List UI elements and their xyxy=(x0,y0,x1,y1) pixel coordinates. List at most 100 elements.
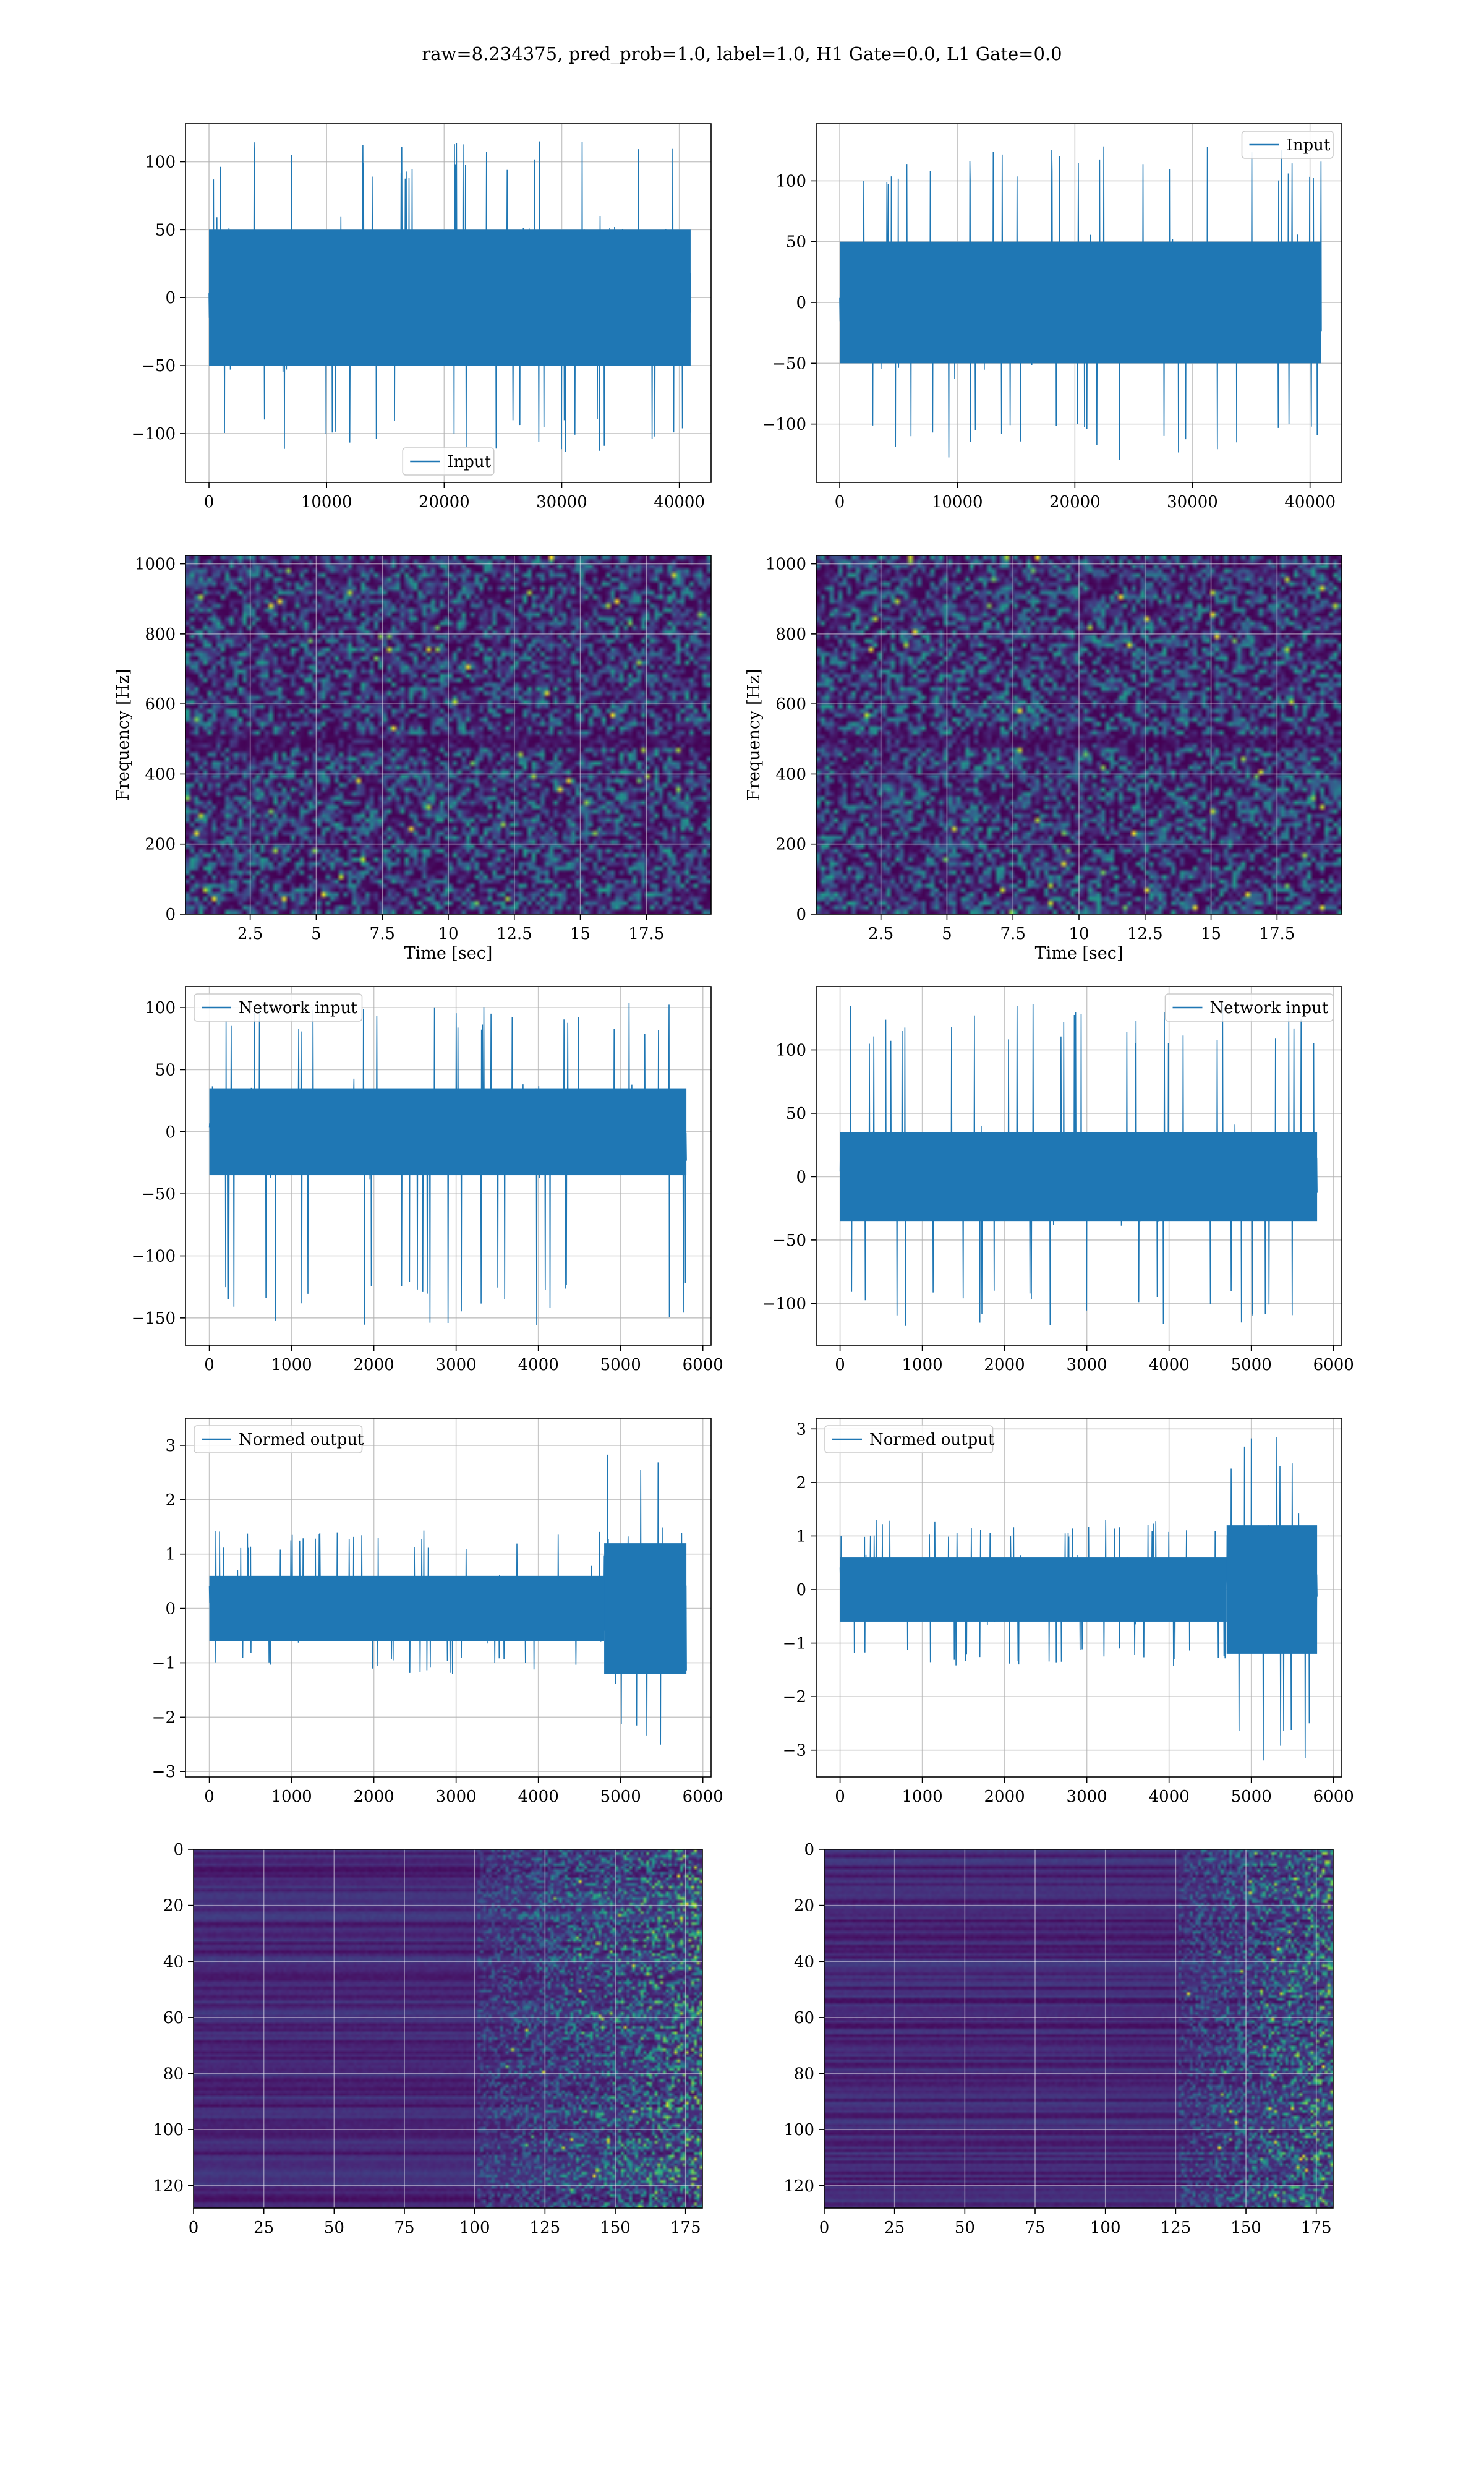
h1-network-input-legend-label: Network input xyxy=(239,999,357,1017)
h1-normed-output-y-tick-label: 3 xyxy=(165,1437,176,1455)
l1-input-y-tick-label: 100 xyxy=(775,172,806,190)
l1-activation-map-heatmap-image xyxy=(824,1849,1333,2208)
l1-network-input-x-tick-label: 1000 xyxy=(902,1356,943,1374)
h1-network-input-y-tick-label: −50 xyxy=(142,1185,176,1204)
l1-spectrogram-x-axis-label: Time [sec] xyxy=(1035,944,1124,963)
l1-spectrogram-x-tick-label: 7.5 xyxy=(1000,925,1026,943)
l1-input-legend-box xyxy=(1241,131,1334,159)
l1-normed-output-svg: 0 1000 2000 3000 4000 5000 6000 −3 −2 −1 0 1 2 3 Norme… xyxy=(783,1418,1354,1806)
h1-input-y-tick-label: −50 xyxy=(142,357,176,375)
h1-activation-map-x-tick-label: 75 xyxy=(394,2219,414,2237)
h1-network-input-plot: 0 1000 2000 3000 4000 5000 6000 −150 −100 −50 0 50 1… xyxy=(132,986,723,1374)
l1-activation-map-x-tick-label: 0 xyxy=(819,2219,830,2237)
l1-activation-map-x-tick-label: 50 xyxy=(955,2219,975,2237)
l1-network-input-legend-label: Network input xyxy=(1210,999,1329,1017)
h1-activation-map-x-tick-label: 0 xyxy=(189,2219,199,2237)
l1-activation-map-y-tick-label: 100 xyxy=(783,2121,814,2139)
h1-normed-output-y-tick-label: −2 xyxy=(152,1708,176,1727)
l1-network-input-y-tick-label: −50 xyxy=(772,1231,806,1250)
l1-activation-map-y-tick-label: 80 xyxy=(794,2065,814,2084)
h1-activation-map-x-tick-label: 25 xyxy=(254,2219,274,2237)
h1-spectrogram-y-tick-label: 600 xyxy=(145,695,176,714)
l1-input-legend: Input xyxy=(1241,131,1334,159)
l1-network-input-x-tick-label: 6000 xyxy=(1313,1356,1354,1374)
h1-network-input-x-tick-label: 0 xyxy=(204,1356,215,1374)
l1-activation-map-x-tick-label: 125 xyxy=(1161,2219,1192,2237)
h1-activation-map-plot: 0 25 50 75 100 125 150 175 0 20 40 60 80 100 120 xyxy=(153,1841,703,2237)
l1-activation-map-y-tick-label: 40 xyxy=(794,1953,814,1971)
l1-activation-map-y-tick-label: 0 xyxy=(804,1841,814,1859)
l1-input-y-tick-label: 50 xyxy=(786,233,806,252)
l1-activation-map-svg: 0 25 50 75 100 125 150 175 0 20 40 60 80 100 120 xyxy=(783,1841,1334,2237)
l1-normed-output-x-tick-label: 4000 xyxy=(1149,1787,1190,1806)
l1-spectrogram-y-tick-label: 1000 xyxy=(765,555,806,574)
l1-normed-output-axes-frame xyxy=(816,1418,1342,1778)
h1-network-input-y-tick-label: 0 xyxy=(165,1123,176,1142)
l1-normed-output-burst-band xyxy=(1226,1525,1318,1654)
h1-activation-map-svg: 0 25 50 75 100 125 150 175 0 20 40 60 80 100 120 xyxy=(153,1841,703,2237)
l1-activation-map-x-tick-label: 25 xyxy=(884,2219,905,2237)
l1-spectrogram-x-tick-label: 2.5 xyxy=(868,925,893,943)
l1-network-input-plot: 0 1000 2000 3000 4000 5000 6000 −100 −50 0 50 100 Ne… xyxy=(762,986,1354,1374)
h1-activation-map-y-tick-label: 60 xyxy=(163,2009,184,2027)
h1-network-input-x-tick-label: 4000 xyxy=(518,1356,559,1374)
h1-network-input-x-tick-label: 3000 xyxy=(436,1356,477,1374)
h1-normed-output-y-tick-label: 0 xyxy=(165,1600,176,1619)
h1-spectrogram-svg: 2.5 5 7.5 10 12.5 15 17.5 0 200 400 600 800 1000 Time… xyxy=(114,555,712,963)
h1-network-input-y-tick-label: 100 xyxy=(145,999,176,1017)
h1-activation-map-x-tick-label: 150 xyxy=(600,2219,631,2237)
h1-network-input-legend-box xyxy=(194,993,363,1022)
h1-spectrogram-x-tick-label: 17.5 xyxy=(628,925,664,943)
h1-normed-output-legend-label: Normed output xyxy=(239,1431,364,1449)
l1-spectrogram-y-tick-label: 400 xyxy=(775,765,806,784)
h1-normed-output-svg: 0 1000 2000 3000 4000 5000 6000 −3 −2 −1 0 1 2 3 Norme… xyxy=(152,1418,723,1806)
h1-network-input-x-tick-label: 6000 xyxy=(683,1356,723,1374)
h1-spectrogram-heatmap-image xyxy=(186,555,711,914)
h1-activation-map-y-tick-label: 0 xyxy=(173,1841,184,1859)
h1-normed-output-plot: 0 1000 2000 3000 4000 5000 6000 −3 −2 −1 0 1 2 3 Norme… xyxy=(152,1418,723,1806)
h1-normed-output-y-tick-label: −3 xyxy=(152,1763,176,1781)
l1-spectrogram-y-tick-label: 600 xyxy=(775,695,806,714)
h1-spectrogram-y-tick-label: 800 xyxy=(145,625,176,644)
l1-network-input-y-tick-label: 100 xyxy=(775,1041,806,1059)
h1-activation-map-y-tick-label: 80 xyxy=(163,2065,184,2084)
h1-spectrogram-y-tick-label: 400 xyxy=(145,765,176,784)
l1-activation-map-plot: 0 25 50 75 100 125 150 175 0 20 40 60 80 100 120 xyxy=(783,1841,1334,2237)
h1-normed-output-x-tick-label: 0 xyxy=(204,1787,215,1806)
l1-network-input-svg: 0 1000 2000 3000 4000 5000 6000 −100 −50 0 50 100 Ne… xyxy=(762,986,1354,1374)
l1-activation-map-y-tick-label: 20 xyxy=(794,1897,814,1915)
l1-input-axes-frame xyxy=(816,123,1342,483)
l1-input-plot: 0 10000 20000 30000 40000 −100 −50 0 50 100 Input xyxy=(762,123,1342,511)
l1-network-input-x-tick-label: 3000 xyxy=(1067,1356,1107,1374)
h1-input-axes-frame xyxy=(185,123,712,483)
l1-input-x-tick-label: 30000 xyxy=(1167,493,1218,511)
l1-spectrogram-x-tick-label: 17.5 xyxy=(1259,925,1295,943)
h1-normed-output-x-tick-label: 4000 xyxy=(518,1787,559,1806)
h1-activation-map-y-tick-label: 20 xyxy=(163,1897,184,1915)
figure-title: raw=8.234375, pred_prob=1.0, label=1.0, … xyxy=(422,43,1062,64)
l1-input-x-tick-label: 40000 xyxy=(1284,493,1336,511)
h1-network-input-y-tick-label: −150 xyxy=(132,1309,176,1328)
h1-activation-map-y-tick-label: 100 xyxy=(153,2121,184,2139)
l1-network-input-x-tick-label: 4000 xyxy=(1149,1356,1190,1374)
l1-spectrogram-x-tick-label: 12.5 xyxy=(1127,925,1163,943)
h1-network-input-svg: 0 1000 2000 3000 4000 5000 6000 −150 −100 −50 0 50 1… xyxy=(132,986,723,1374)
h1-spectrogram-y-tick-label: 0 xyxy=(165,905,176,924)
h1-normed-output-y-tick-label: 2 xyxy=(165,1491,176,1510)
l1-network-input-x-tick-label: 5000 xyxy=(1231,1356,1272,1374)
h1-input-x-tick-label: 40000 xyxy=(654,493,705,511)
h1-normed-output-burst-band xyxy=(604,1543,687,1674)
l1-activation-map-x-tick-label: 75 xyxy=(1025,2219,1045,2237)
l1-normed-output-y-tick-label: −3 xyxy=(783,1742,806,1760)
h1-spectrogram-y-tick-label: 200 xyxy=(145,836,176,854)
l1-input-y-tick-label: −50 xyxy=(772,354,806,373)
l1-normed-output-legend-label: Normed output xyxy=(869,1431,995,1449)
l1-network-input-legend: Network input xyxy=(1164,993,1334,1022)
h1-activation-map-y-tick-label: 40 xyxy=(163,1953,184,1971)
l1-network-input-x-tick-label: 0 xyxy=(835,1356,845,1374)
l1-spectrogram-y-tick-label: 0 xyxy=(796,905,806,924)
l1-normed-output-plot: 0 1000 2000 3000 4000 5000 6000 −3 −2 −1 0 1 2 3 Norme… xyxy=(783,1418,1354,1806)
l1-normed-output-y-tick-label: 3 xyxy=(796,1420,806,1439)
h1-network-input-axes-frame xyxy=(185,986,712,1346)
h1-normed-output-y-tick-label: 1 xyxy=(165,1546,176,1564)
